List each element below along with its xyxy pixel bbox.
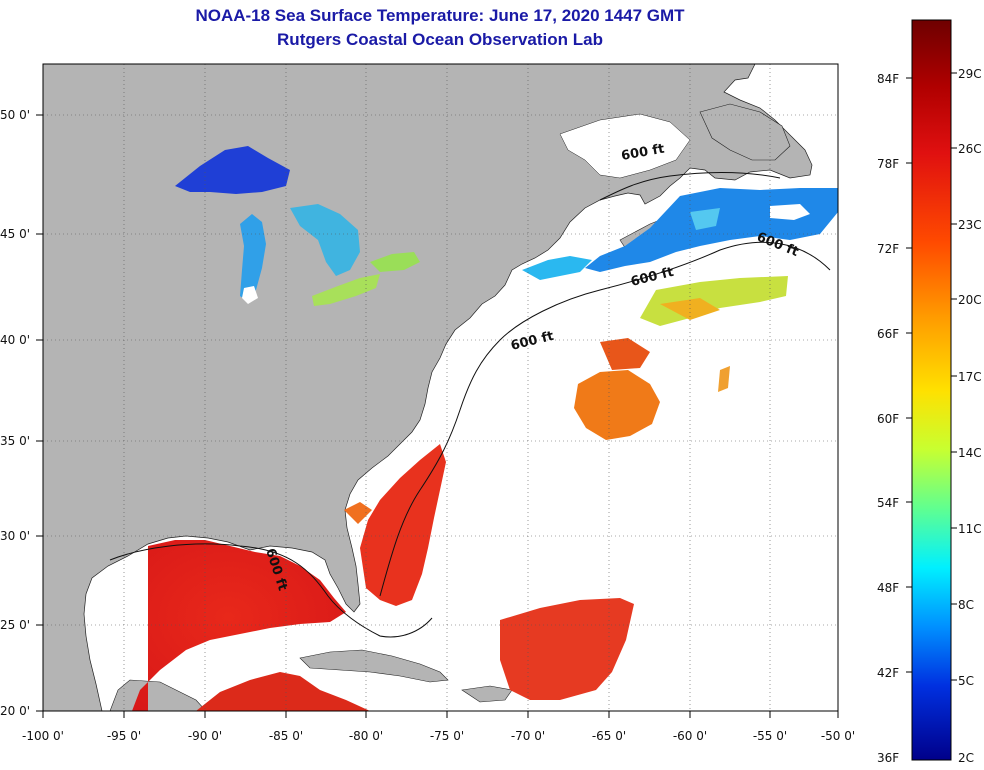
axis-ticks bbox=[36, 114, 839, 718]
lon-label-95: -95 0' bbox=[107, 729, 141, 743]
colorbar-ticks bbox=[906, 72, 957, 681]
map-title: NOAA-18 Sea Surface Temperature: June 17… bbox=[195, 6, 685, 25]
cb-f-48: 48F bbox=[877, 581, 899, 595]
cb-f-78: 78F bbox=[877, 157, 899, 171]
cb-c-26: 26C bbox=[958, 142, 982, 156]
lat-label-50: 50 0' bbox=[0, 108, 30, 122]
cb-c-11: 11C bbox=[958, 522, 982, 536]
lat-label-20: 20 0' bbox=[0, 704, 30, 718]
cb-f-42: 42F bbox=[877, 666, 899, 680]
lon-label-70: -70 0' bbox=[511, 729, 545, 743]
cb-c-29: 29C bbox=[958, 67, 982, 81]
lat-label-25: 25 0' bbox=[0, 618, 30, 632]
land-cuba bbox=[299, 649, 449, 683]
lake-superior bbox=[175, 146, 290, 194]
lat-label-30: 30 0' bbox=[0, 529, 30, 543]
cb-c-8: 8C bbox=[958, 598, 974, 612]
lat-label-40: 40 0' bbox=[0, 333, 30, 347]
cb-f-60: 60F bbox=[877, 412, 899, 426]
cb-c-23: 23C bbox=[958, 218, 982, 232]
cb-c-17: 17C bbox=[958, 370, 982, 384]
land-newfoundland bbox=[699, 103, 791, 161]
gulf-st-lawrence bbox=[559, 113, 691, 179]
cb-f-84: 84F bbox=[877, 72, 899, 86]
cb-f-36: 36F bbox=[877, 751, 899, 765]
lon-label-90: -90 0' bbox=[188, 729, 222, 743]
cb-c-20: 20C bbox=[958, 293, 982, 307]
isobath-label-1: 600 ft bbox=[620, 142, 665, 164]
lake-erie bbox=[312, 274, 380, 306]
land-hispaniola bbox=[461, 685, 513, 703]
lon-label-85: -85 0' bbox=[269, 729, 303, 743]
sst-gulf-of-maine bbox=[522, 256, 592, 280]
colorbar bbox=[911, 19, 952, 761]
lon-label-100: -100 0' bbox=[22, 729, 64, 743]
lake-huron bbox=[290, 204, 360, 276]
cb-c-5: 5C bbox=[958, 674, 974, 688]
lat-label-35: 35 0' bbox=[0, 434, 30, 448]
cb-c-2: 2C bbox=[958, 751, 974, 765]
sst-gulf-of-mexico bbox=[132, 540, 346, 711]
sst-slope-patch bbox=[640, 276, 788, 326]
lon-label-80: -80 0' bbox=[349, 729, 383, 743]
sst-sargasso bbox=[500, 598, 634, 700]
lake-michigan bbox=[240, 214, 266, 302]
lon-label-50: -50 0' bbox=[821, 729, 855, 743]
map-subtitle: Rutgers Coastal Ocean Observation Lab bbox=[277, 30, 603, 49]
land-north-america bbox=[43, 64, 813, 711]
graticule bbox=[43, 64, 838, 711]
lon-label-75: -75 0' bbox=[430, 729, 464, 743]
cb-f-54: 54F bbox=[877, 496, 899, 510]
cb-f-72: 72F bbox=[877, 242, 899, 256]
lon-label-65: -65 0' bbox=[592, 729, 626, 743]
sst-caribbean bbox=[196, 672, 370, 711]
lake-ontario bbox=[370, 252, 420, 272]
isobath-600ft bbox=[109, 172, 831, 638]
sst-gulf-stream bbox=[574, 370, 660, 440]
lon-label-60: -60 0' bbox=[673, 729, 707, 743]
map-border bbox=[42, 63, 839, 712]
lat-label-45: 45 0' bbox=[0, 227, 30, 241]
lon-label-55: -55 0' bbox=[753, 729, 787, 743]
sst-southeast-shelf bbox=[360, 444, 446, 606]
cb-c-14: 14C bbox=[958, 446, 982, 460]
cb-f-66: 66F bbox=[877, 327, 899, 341]
